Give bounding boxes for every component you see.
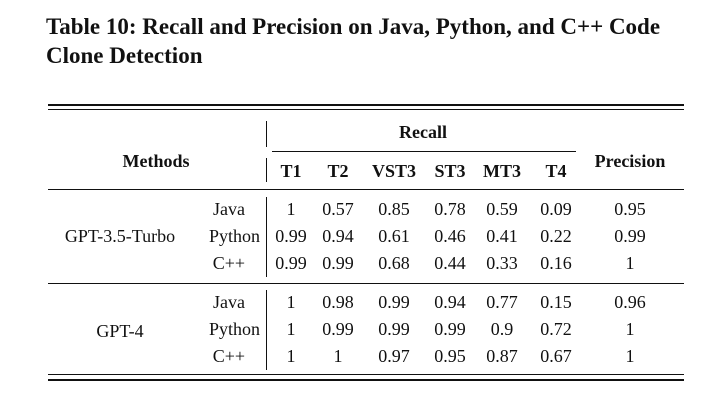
col-header-mt3: MT3 (483, 161, 521, 181)
recall-cell: 0.57 (322, 199, 354, 219)
recall-cell: 0.41 (486, 226, 518, 246)
recall-cell: 1 (286, 346, 296, 366)
recall-cell: 0.72 (540, 319, 572, 339)
lang-label: Java (213, 199, 245, 219)
lang-label: Python (208, 319, 260, 339)
recall-cell: 0.99 (434, 319, 466, 339)
recall-header: Recall (399, 122, 447, 142)
col-header-vst3: VST3 (371, 161, 417, 181)
recall-cell: 1 (286, 292, 296, 312)
table-caption: Table 10: Recall and Precision on Java, … (46, 12, 706, 70)
recall-cell: 1 (333, 346, 343, 366)
lang-label: Java (213, 292, 245, 312)
header-divider-lower (266, 158, 267, 182)
recall-cell: 1 (286, 199, 296, 219)
method-gpt4: GPT-4 (96, 321, 144, 341)
recall-cell: 0.97 (378, 346, 410, 366)
recall-cell: 0.9 (490, 319, 514, 339)
recall-cell: 0.44 (434, 253, 466, 273)
recall-cell: 0.61 (378, 226, 410, 246)
top-rule-1 (48, 104, 684, 106)
recall-cell: 0.68 (378, 253, 410, 273)
caption-line-1: Table 10: Recall and Precision on Java, … (46, 14, 661, 39)
recall-cell: 0.99 (378, 292, 410, 312)
recall-cell: 0.99 (275, 253, 307, 273)
col-header-t2: T2 (327, 161, 349, 181)
recall-cell: 0.16 (540, 253, 572, 273)
group1-divider (266, 197, 267, 277)
method-gpt35: GPT-3.5-Turbo (64, 226, 176, 246)
lang-label: Python (208, 226, 260, 246)
bottom-rule-1 (48, 374, 684, 375)
precision-cell: 0.99 (614, 226, 646, 246)
col-header-t4: T4 (545, 161, 567, 181)
recall-cell: 0.94 (322, 226, 354, 246)
recall-cell: 0.67 (540, 346, 572, 366)
precision-cell: 1 (625, 346, 635, 366)
recall-underline (272, 151, 576, 152)
precision-cell: 1 (625, 253, 635, 273)
recall-cell: 0.98 (322, 292, 354, 312)
methods-header: Methods (122, 151, 190, 171)
group-separator-rule (48, 283, 684, 284)
col-header-t1: T1 (280, 161, 302, 181)
recall-cell: 0.99 (378, 319, 410, 339)
precision-cell: 1 (625, 319, 635, 339)
lang-label: C++ (212, 346, 245, 366)
recall-cell: 0.95 (434, 346, 466, 366)
precision-cell: 0.96 (614, 292, 646, 312)
recall-cell: 0.59 (486, 199, 518, 219)
col-header-st3: ST3 (434, 161, 466, 181)
recall-cell: 0.99 (275, 226, 307, 246)
recall-cell: 0.99 (322, 253, 354, 273)
recall-cell: 0.87 (486, 346, 518, 366)
header-divider-upper (266, 121, 267, 147)
recall-cell: 0.15 (540, 292, 572, 312)
recall-cell: 0.46 (434, 226, 466, 246)
recall-cell: 0.77 (486, 292, 518, 312)
precision-header: Precision (594, 151, 666, 171)
bottom-rule-2 (48, 379, 684, 381)
header-bottom-rule (48, 189, 684, 190)
precision-cell: 0.95 (614, 199, 646, 219)
recall-cell: 0.22 (540, 226, 572, 246)
group2-divider (266, 290, 267, 370)
lang-label: C++ (212, 253, 245, 273)
recall-cell: 0.85 (378, 199, 410, 219)
caption-line-2: Clone Detection (46, 43, 203, 68)
top-rule-2 (48, 109, 684, 110)
recall-cell: 0.99 (322, 319, 354, 339)
recall-cell: 1 (286, 319, 296, 339)
recall-cell: 0.09 (540, 199, 572, 219)
recall-cell: 0.78 (434, 199, 466, 219)
recall-cell: 0.94 (434, 292, 466, 312)
recall-cell: 0.33 (486, 253, 518, 273)
